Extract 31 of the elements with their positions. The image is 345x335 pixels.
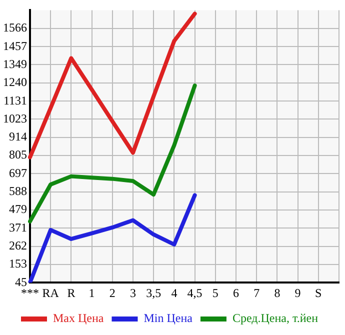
y-tick-label: 479 <box>9 202 27 216</box>
x-tick-label: 3,5 <box>146 286 162 300</box>
x-tick-label: 8 <box>274 286 280 300</box>
y-tick-label: 153 <box>9 256 27 271</box>
y-tick-label: 805 <box>9 148 27 162</box>
x-tick-label: 1 <box>88 286 95 300</box>
x-tick-label: S <box>315 286 322 300</box>
x-tick-label: 4,5 <box>187 286 202 300</box>
legend-label: Max Цена <box>52 311 104 326</box>
legend-label: Min Цена <box>144 311 194 326</box>
y-tick-label: 1457 <box>3 38 27 53</box>
y-tick-label: 914 <box>9 130 27 144</box>
y-tick-label: 1349 <box>3 56 27 71</box>
legend-label: Сред.Цена, т.йен <box>232 311 319 326</box>
x-tick-label: R <box>67 286 76 300</box>
y-tick-label: 588 <box>9 184 27 198</box>
y-tick-label: 1023 <box>3 111 27 126</box>
x-tick-label: 3 <box>130 286 136 300</box>
x-tick-label: 4 <box>171 286 178 300</box>
y-tick-label: 1131 <box>3 93 27 108</box>
x-tick-label: 2 <box>109 286 116 300</box>
x-tick-label: RA <box>42 286 60 300</box>
y-tick-label: 1240 <box>3 75 27 90</box>
x-tick-label: 6 <box>233 286 239 300</box>
y-tick-label: 262 <box>9 238 27 252</box>
y-tick-label: 1566 <box>3 20 27 35</box>
y-tick-label: 371 <box>9 220 27 234</box>
x-tick-label: 9 <box>294 286 301 300</box>
y-tick-label: 697 <box>9 166 27 180</box>
x-tick-label: 7 <box>254 286 260 300</box>
x-tick-label: 5 <box>212 286 218 300</box>
